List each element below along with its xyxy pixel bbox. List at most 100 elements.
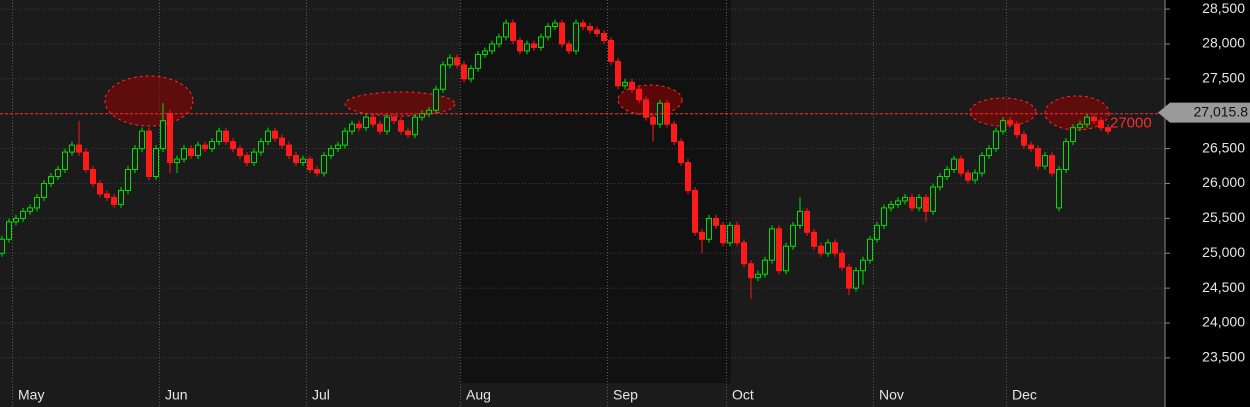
candle-body (1105, 127, 1111, 132)
y-tick-label: 23,500 (1202, 349, 1245, 365)
candle-body (965, 172, 971, 181)
candle-body (671, 123, 677, 143)
candle-body (909, 196, 915, 209)
candle-body (783, 245, 789, 272)
candle-body (377, 123, 383, 132)
x-axis-band (0, 383, 1165, 407)
candle-body (748, 263, 754, 279)
candle-body (349, 123, 355, 132)
candle-body (391, 116, 397, 122)
candle-body (944, 169, 950, 178)
x-tick-label: Nov (879, 387, 904, 403)
candle-body (678, 141, 684, 164)
candle-body (650, 116, 656, 125)
candle-body (216, 130, 222, 143)
candle-body (223, 130, 229, 143)
candle-body (937, 176, 943, 188)
candle-body (181, 148, 187, 160)
candle-body (209, 141, 215, 150)
candle-body (685, 162, 691, 191)
candle-body (167, 113, 173, 164)
candle-body (111, 196, 117, 205)
y-tick-label: 24,000 (1202, 314, 1245, 330)
candle-body (573, 22, 579, 52)
candle-body (195, 144, 201, 157)
candle-body (776, 228, 782, 272)
candle-body (370, 116, 376, 125)
candle-body (90, 169, 96, 184)
candle-body (34, 196, 40, 209)
candle-body (440, 64, 446, 90)
x-tick-label: Jul (312, 387, 330, 403)
candle-body (230, 141, 236, 150)
overlay: 27000 (0, 113, 1165, 132)
candle-body (384, 116, 390, 132)
candle-body (895, 200, 901, 205)
candle-body (804, 210, 810, 233)
y-tick-label: 25,500 (1202, 209, 1245, 225)
candle-body (468, 67, 474, 80)
candle-body (622, 81, 628, 87)
candle-body (692, 189, 698, 233)
candle-body (741, 242, 747, 265)
candle-body (202, 144, 208, 150)
candle-body (132, 148, 138, 171)
y-tick-label: 27,500 (1202, 70, 1245, 86)
candle-body (27, 207, 33, 212)
candle-body (83, 151, 89, 171)
x-tick-label: Dec (1012, 387, 1037, 403)
candle-body (923, 196, 929, 212)
candle-body (314, 169, 320, 174)
candle-body (237, 148, 243, 157)
candle-body (797, 210, 803, 226)
candle-body (762, 259, 768, 275)
candle-body (300, 158, 306, 164)
candle-body (552, 22, 558, 28)
candle-body (734, 224, 740, 244)
candle-body (713, 217, 719, 226)
candle-body (1070, 127, 1076, 143)
candle-body (1049, 155, 1055, 174)
candle-body (790, 224, 796, 247)
y-tick-label: 26,000 (1202, 174, 1245, 190)
y-tick-label: 28,000 (1202, 35, 1245, 51)
y-tick-label: 25,000 (1202, 244, 1245, 260)
candle-body (62, 151, 68, 171)
candle-body (76, 144, 82, 153)
candle-body (398, 120, 404, 132)
candle-body (160, 120, 166, 150)
candle-body (104, 193, 110, 198)
candle-body (601, 32, 607, 41)
candle-body (993, 130, 999, 150)
candle-body (69, 144, 75, 153)
candle-body (566, 43, 572, 52)
candle-body (139, 130, 145, 150)
candle-body (461, 64, 467, 80)
candle-body (853, 270, 859, 289)
candle-body (958, 158, 964, 174)
candle-body (20, 210, 26, 219)
candle-body (916, 196, 922, 209)
candle-body (307, 158, 313, 171)
candle-body (1091, 116, 1097, 122)
candle-body (13, 217, 19, 223)
candle-body (706, 217, 712, 240)
candle-body (426, 109, 432, 115)
candle-body (489, 43, 495, 52)
candle-body (986, 148, 992, 157)
highlight-ellipse (104, 75, 194, 127)
candle-body (1077, 123, 1083, 129)
candle-body (930, 186, 936, 212)
y-tick-label: 26,500 (1202, 139, 1245, 155)
candle-body (419, 113, 425, 118)
candle-body (888, 203, 894, 209)
candle-body (0, 238, 5, 254)
candle-body (321, 155, 327, 174)
candles (0, 19, 1111, 299)
last-price-marker (1158, 102, 1250, 123)
candle-body (755, 273, 761, 279)
candle-body (1098, 120, 1104, 129)
candle-body (153, 148, 159, 178)
candle-body (1014, 123, 1020, 136)
candle-body (517, 39, 523, 52)
